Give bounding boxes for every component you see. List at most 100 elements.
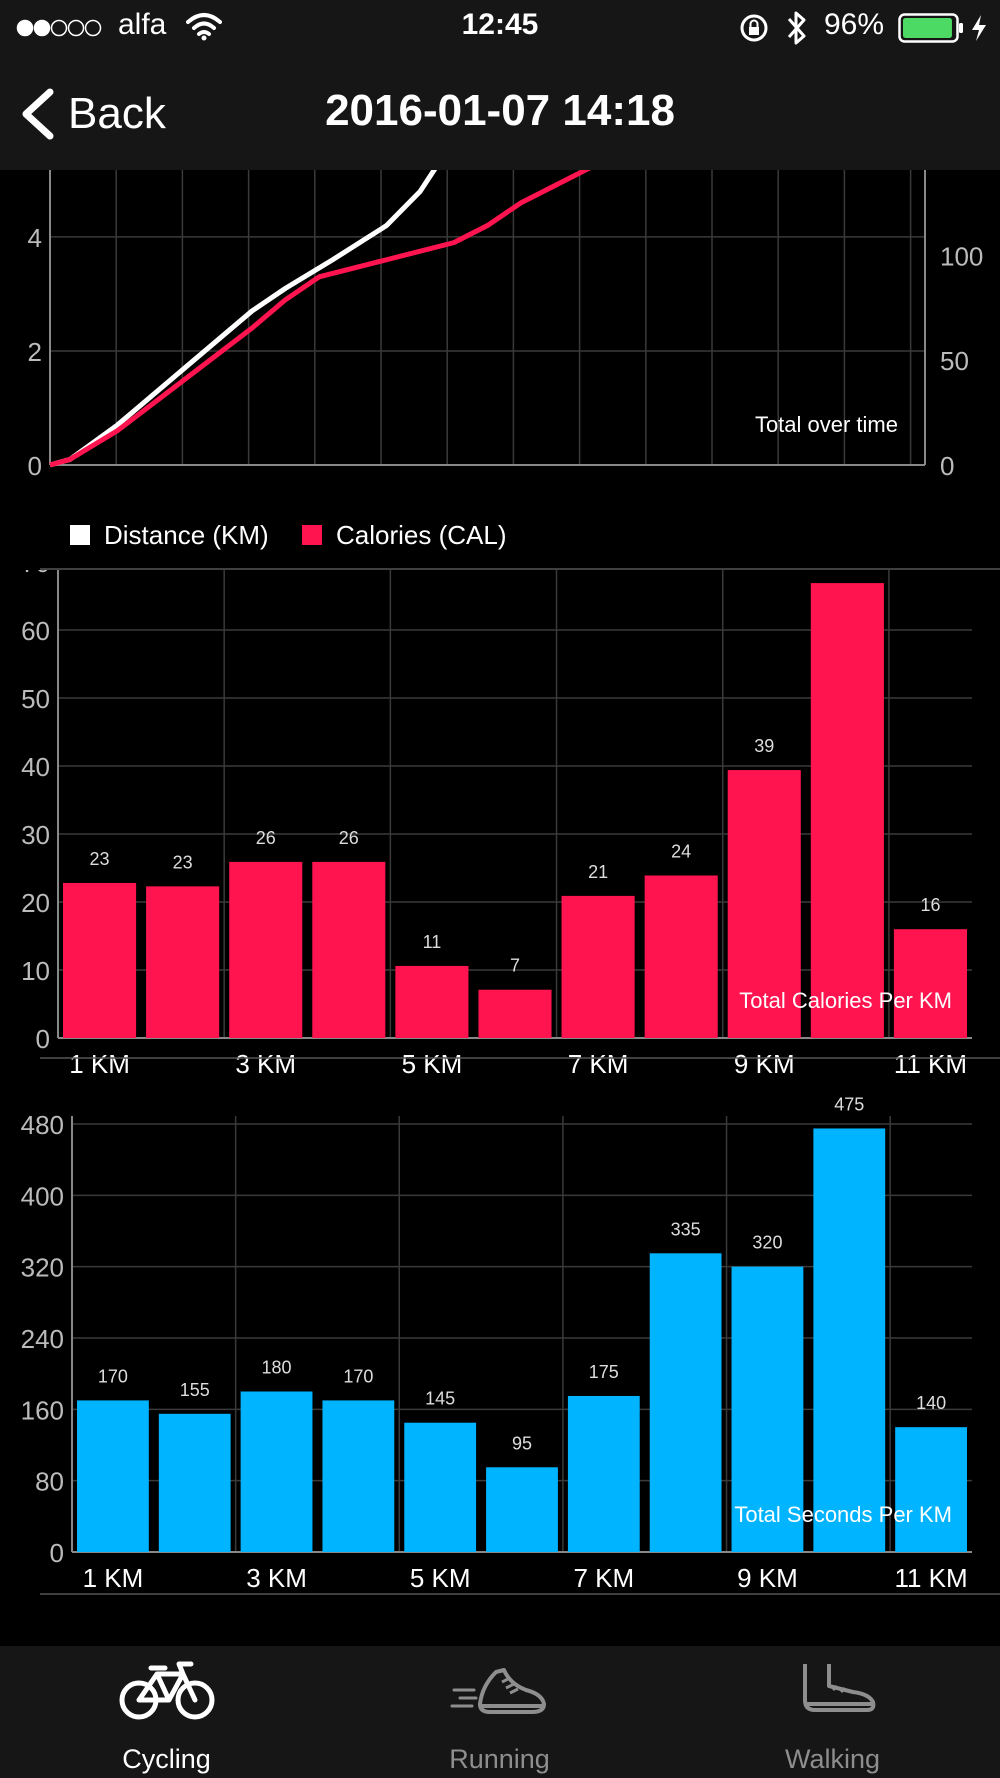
- x-tick-label: 9 KM: [737, 1563, 798, 1593]
- tab-label: Running: [449, 1744, 550, 1774]
- tab-bar: Cycling Running Walking: [0, 1646, 1000, 1778]
- battery-percent: 96%: [824, 8, 885, 41]
- data-label: 11: [423, 932, 442, 952]
- orientation-lock-icon: [740, 14, 768, 42]
- bar: [322, 1400, 395, 1552]
- data-label: 24: [671, 841, 691, 861]
- x-tick-label: 11 KM: [894, 1563, 967, 1593]
- bar: [229, 861, 303, 1038]
- data-label: 175: [589, 1362, 619, 1382]
- data-label: 23: [173, 852, 193, 872]
- bar: [240, 1391, 313, 1552]
- signal-dot: [67, 19, 85, 37]
- y-tick-label: 10: [21, 956, 50, 986]
- bar: [158, 1413, 231, 1552]
- tab-walking[interactable]: Walking: [666, 1646, 999, 1778]
- back-button[interactable]: Back: [20, 84, 166, 144]
- tab-label: Cycling: [122, 1744, 211, 1774]
- data-label: 155: [180, 1380, 210, 1400]
- y-tick-label: 50: [21, 684, 50, 714]
- x-tick-label: 5 KM: [410, 1563, 471, 1593]
- bar: [649, 1253, 722, 1552]
- clock: 12:45: [461, 8, 539, 41]
- calories-per-km-chart: 0102030405060702323262611721243967161 KM…: [21, 570, 1000, 1079]
- chart-annotation: Total over time: [755, 412, 898, 437]
- bar: [731, 1266, 804, 1552]
- tab-running[interactable]: Running: [333, 1646, 666, 1778]
- bar: [478, 989, 552, 1038]
- y-tick-label: 2: [28, 337, 42, 367]
- navigation-bar: Back 2016-01-07 14:18: [0, 56, 1000, 170]
- data-label: 180: [262, 1358, 292, 1378]
- y-tick-label: 480: [21, 1110, 64, 1140]
- bar: [893, 929, 967, 1038]
- tab-label: Walking: [784, 1744, 881, 1774]
- data-label: 16: [920, 895, 940, 915]
- wifi-icon: [186, 13, 222, 41]
- y-tick-label: 0: [36, 1024, 50, 1054]
- y-tick-label: 0: [940, 451, 954, 481]
- y-tick-label: 400: [21, 1181, 64, 1211]
- data-label: 335: [671, 1219, 701, 1239]
- bar: [146, 886, 220, 1038]
- series-line: [50, 170, 656, 465]
- bar: [561, 895, 635, 1038]
- y-tick-label: 60: [21, 616, 50, 646]
- seconds-per-km-chart: 0 80 160 240 320 400 480 170 155 180 170 145 95 175 33…: [21, 1094, 1000, 1595]
- x-tick-label: 11 KM: [894, 1049, 967, 1079]
- y-tick-label: 70: [21, 570, 50, 578]
- data-label: 95: [512, 1433, 532, 1453]
- data-label: 140: [916, 1393, 946, 1413]
- legend-label: Distance (KM): [104, 520, 269, 550]
- battery-icon: [898, 13, 963, 43]
- x-tick-label: 3 KM: [246, 1563, 307, 1593]
- y-tick-label: 320: [21, 1253, 64, 1283]
- bar: [813, 1128, 886, 1552]
- bar: [77, 1400, 149, 1552]
- line-chart-grid: [49, 170, 926, 466]
- bar: [810, 583, 884, 1038]
- y-tick-label: 20: [21, 888, 50, 918]
- data-label: 26: [339, 828, 359, 848]
- page-title: 2016-01-07 14:18: [325, 86, 675, 135]
- y-tick-label: 100: [940, 241, 983, 271]
- carrier-name: alfa: [118, 8, 167, 41]
- tab-cycling[interactable]: Cycling: [0, 1646, 333, 1778]
- data-label: 320: [752, 1233, 782, 1253]
- y-tick-label: 0: [28, 451, 42, 481]
- bar: [567, 1395, 640, 1552]
- x-tick-label: 7 KM: [573, 1563, 634, 1593]
- legend-swatch: [70, 525, 90, 545]
- y-tick-label: 30: [21, 820, 50, 850]
- y-tick-label: 160: [21, 1395, 64, 1425]
- y-tick-label: 50: [940, 346, 969, 376]
- y-tick-label: 4: [28, 223, 42, 253]
- bar: [644, 875, 718, 1038]
- bar: [312, 861, 386, 1038]
- legend-label: Calories (CAL): [336, 520, 507, 550]
- data-label: 23: [90, 849, 110, 869]
- x-tick-label: 1 KM: [69, 1049, 130, 1079]
- bar: [404, 1422, 477, 1552]
- legend-swatch: [302, 525, 322, 545]
- x-tick-label: 1 KM: [83, 1563, 144, 1593]
- data-label: 170: [343, 1366, 373, 1386]
- data-label: 21: [588, 862, 608, 882]
- chevron-left-icon: [22, 88, 54, 140]
- back-label: Back: [68, 89, 166, 138]
- x-tick-label: 9 KM: [734, 1049, 795, 1079]
- charging-bolt-icon: [972, 15, 986, 41]
- running-shoe-icon: [450, 1668, 546, 1714]
- y-tick-label: 80: [35, 1467, 64, 1497]
- bluetooth-icon: [787, 11, 806, 45]
- bar: [895, 1427, 967, 1552]
- data-label: 26: [256, 828, 276, 848]
- series-line: [50, 170, 454, 465]
- chart-annotation: Total Calories Per KM: [739, 988, 952, 1013]
- data-label: 145: [425, 1389, 455, 1409]
- bar: [486, 1467, 558, 1552]
- y-tick-label: 0: [50, 1538, 64, 1568]
- data-label: 7: [510, 956, 520, 976]
- x-tick-label: 3 KM: [235, 1049, 296, 1079]
